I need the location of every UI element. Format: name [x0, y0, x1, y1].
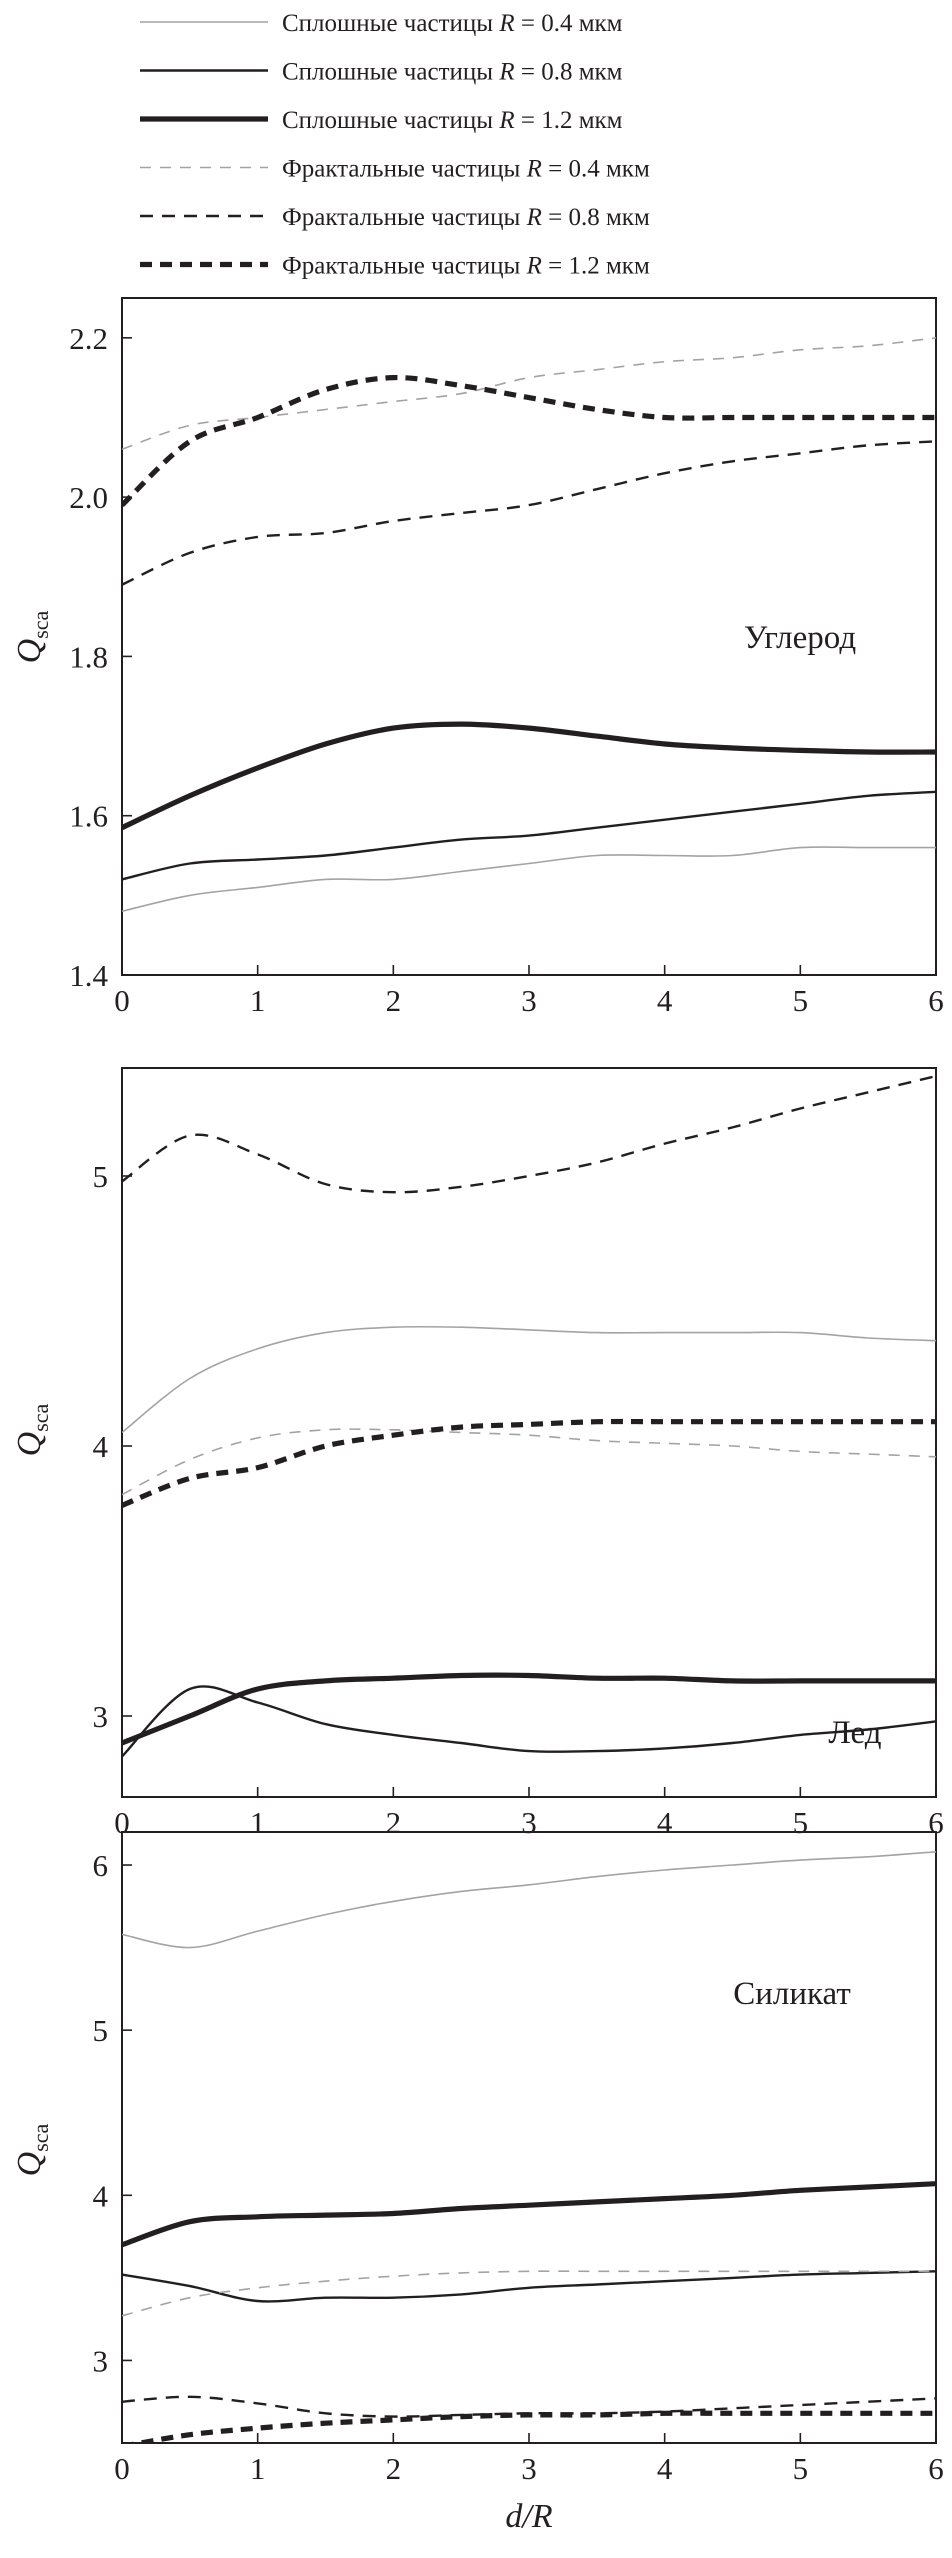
x-tick-label: 6: [928, 2451, 944, 2486]
legend-entry-label: Сплошные частицы R = 0.8 мкм: [282, 59, 623, 86]
series-line: [122, 337, 936, 451]
y-tick-label: 4: [93, 2178, 109, 2213]
series-line: [122, 1685, 936, 1758]
series-line: [122, 721, 936, 831]
y-tick-label: 5: [93, 1159, 109, 1194]
series-line: [122, 846, 936, 913]
series-line: [122, 2181, 936, 2248]
panel-silicate: 0 1 2 3 4 5 6 3 4 5 6 Qsca Силикат d/R: [11, 1831, 944, 2535]
panel-label: Силикат: [733, 1976, 851, 2012]
legend-entry-label: Фрактальные частицы R = 1.2 мкм: [282, 253, 650, 280]
series-line: [122, 2270, 936, 2303]
y-tick-label: 3: [93, 2343, 109, 2378]
legend-entry-label: Сплошные частицы R = 1.2 мкм: [282, 107, 623, 134]
legend-entry-label: Фрактальные частицы R = 0.8 мкм: [282, 204, 650, 231]
x-tick-label: 3: [521, 1805, 537, 1840]
series-line: [122, 1325, 936, 1434]
y-tick-label: 3: [93, 1699, 109, 1734]
series-line: [122, 1672, 936, 1746]
panel-carbon: 0 1 2 3 4 5 6 1.4 1.6 1.8 2.0 2.2 Qsca Углерод: [11, 297, 944, 1018]
x-tick-label: 2: [386, 1805, 402, 1840]
plot-frame: [121, 1831, 937, 2444]
series-line: [122, 440, 936, 586]
y-tick-label: 6: [93, 1848, 109, 1883]
plot-frame: [121, 1067, 937, 1798]
y-tick-label: 2.0: [69, 480, 108, 515]
legend-entry-label: Фрактальные частицы R = 0.4 мкм: [282, 156, 650, 183]
y-axis-label: Qsca: [11, 610, 53, 663]
series-line: [122, 2270, 936, 2317]
panel-label: Углерод: [744, 620, 856, 656]
y-tick-label: 2.2: [69, 321, 108, 356]
series-line: [122, 1851, 936, 1949]
x-tick-label: 2: [386, 2451, 402, 2486]
x-tick-label: 0: [114, 983, 130, 1018]
series-line: [125, 2410, 936, 2443]
x-tick-label: 6: [928, 983, 944, 1018]
series-line: [122, 1428, 936, 1496]
x-tick-label: 1: [250, 1805, 266, 1840]
legend: Сплошные частицы R = 0.4 мкм Сплошные час…: [140, 10, 650, 280]
x-tick-label: 5: [793, 983, 809, 1018]
y-axis-label: Qsca: [11, 1403, 53, 1456]
x-tick-label: 0: [114, 2451, 130, 2486]
y-tick-label: 1.6: [69, 799, 108, 834]
y-axis-label: Qsca: [11, 2123, 53, 2176]
series-line: [122, 374, 936, 507]
y-tick-label: 5: [93, 2013, 109, 2048]
x-tick-label: 4: [657, 1805, 673, 1840]
y-tick-label: 1.8: [69, 639, 108, 674]
y-tick-label: 4: [93, 1429, 109, 1464]
x-tick-label: 3: [521, 2451, 537, 2486]
x-tick-label: 5: [793, 1805, 809, 1840]
x-tick-label: 4: [657, 983, 673, 1018]
x-tick-label: 4: [657, 2451, 673, 2486]
series-line: [122, 1418, 936, 1508]
x-tick-label: 5: [793, 2451, 809, 2486]
y-tick-label: 1.4: [69, 958, 108, 993]
x-tick-label: 1: [250, 2451, 266, 2486]
x-axis-label: d/R: [505, 2498, 552, 2535]
x-tick-label: 2: [386, 983, 402, 1018]
series-line: [122, 1074, 936, 1194]
series-line: [122, 790, 936, 881]
legend-entry-label: Сплошные частицы R = 0.4 мкм: [282, 10, 623, 37]
x-tick-label: 1: [250, 983, 266, 1018]
x-tick-label: 3: [521, 983, 537, 1018]
